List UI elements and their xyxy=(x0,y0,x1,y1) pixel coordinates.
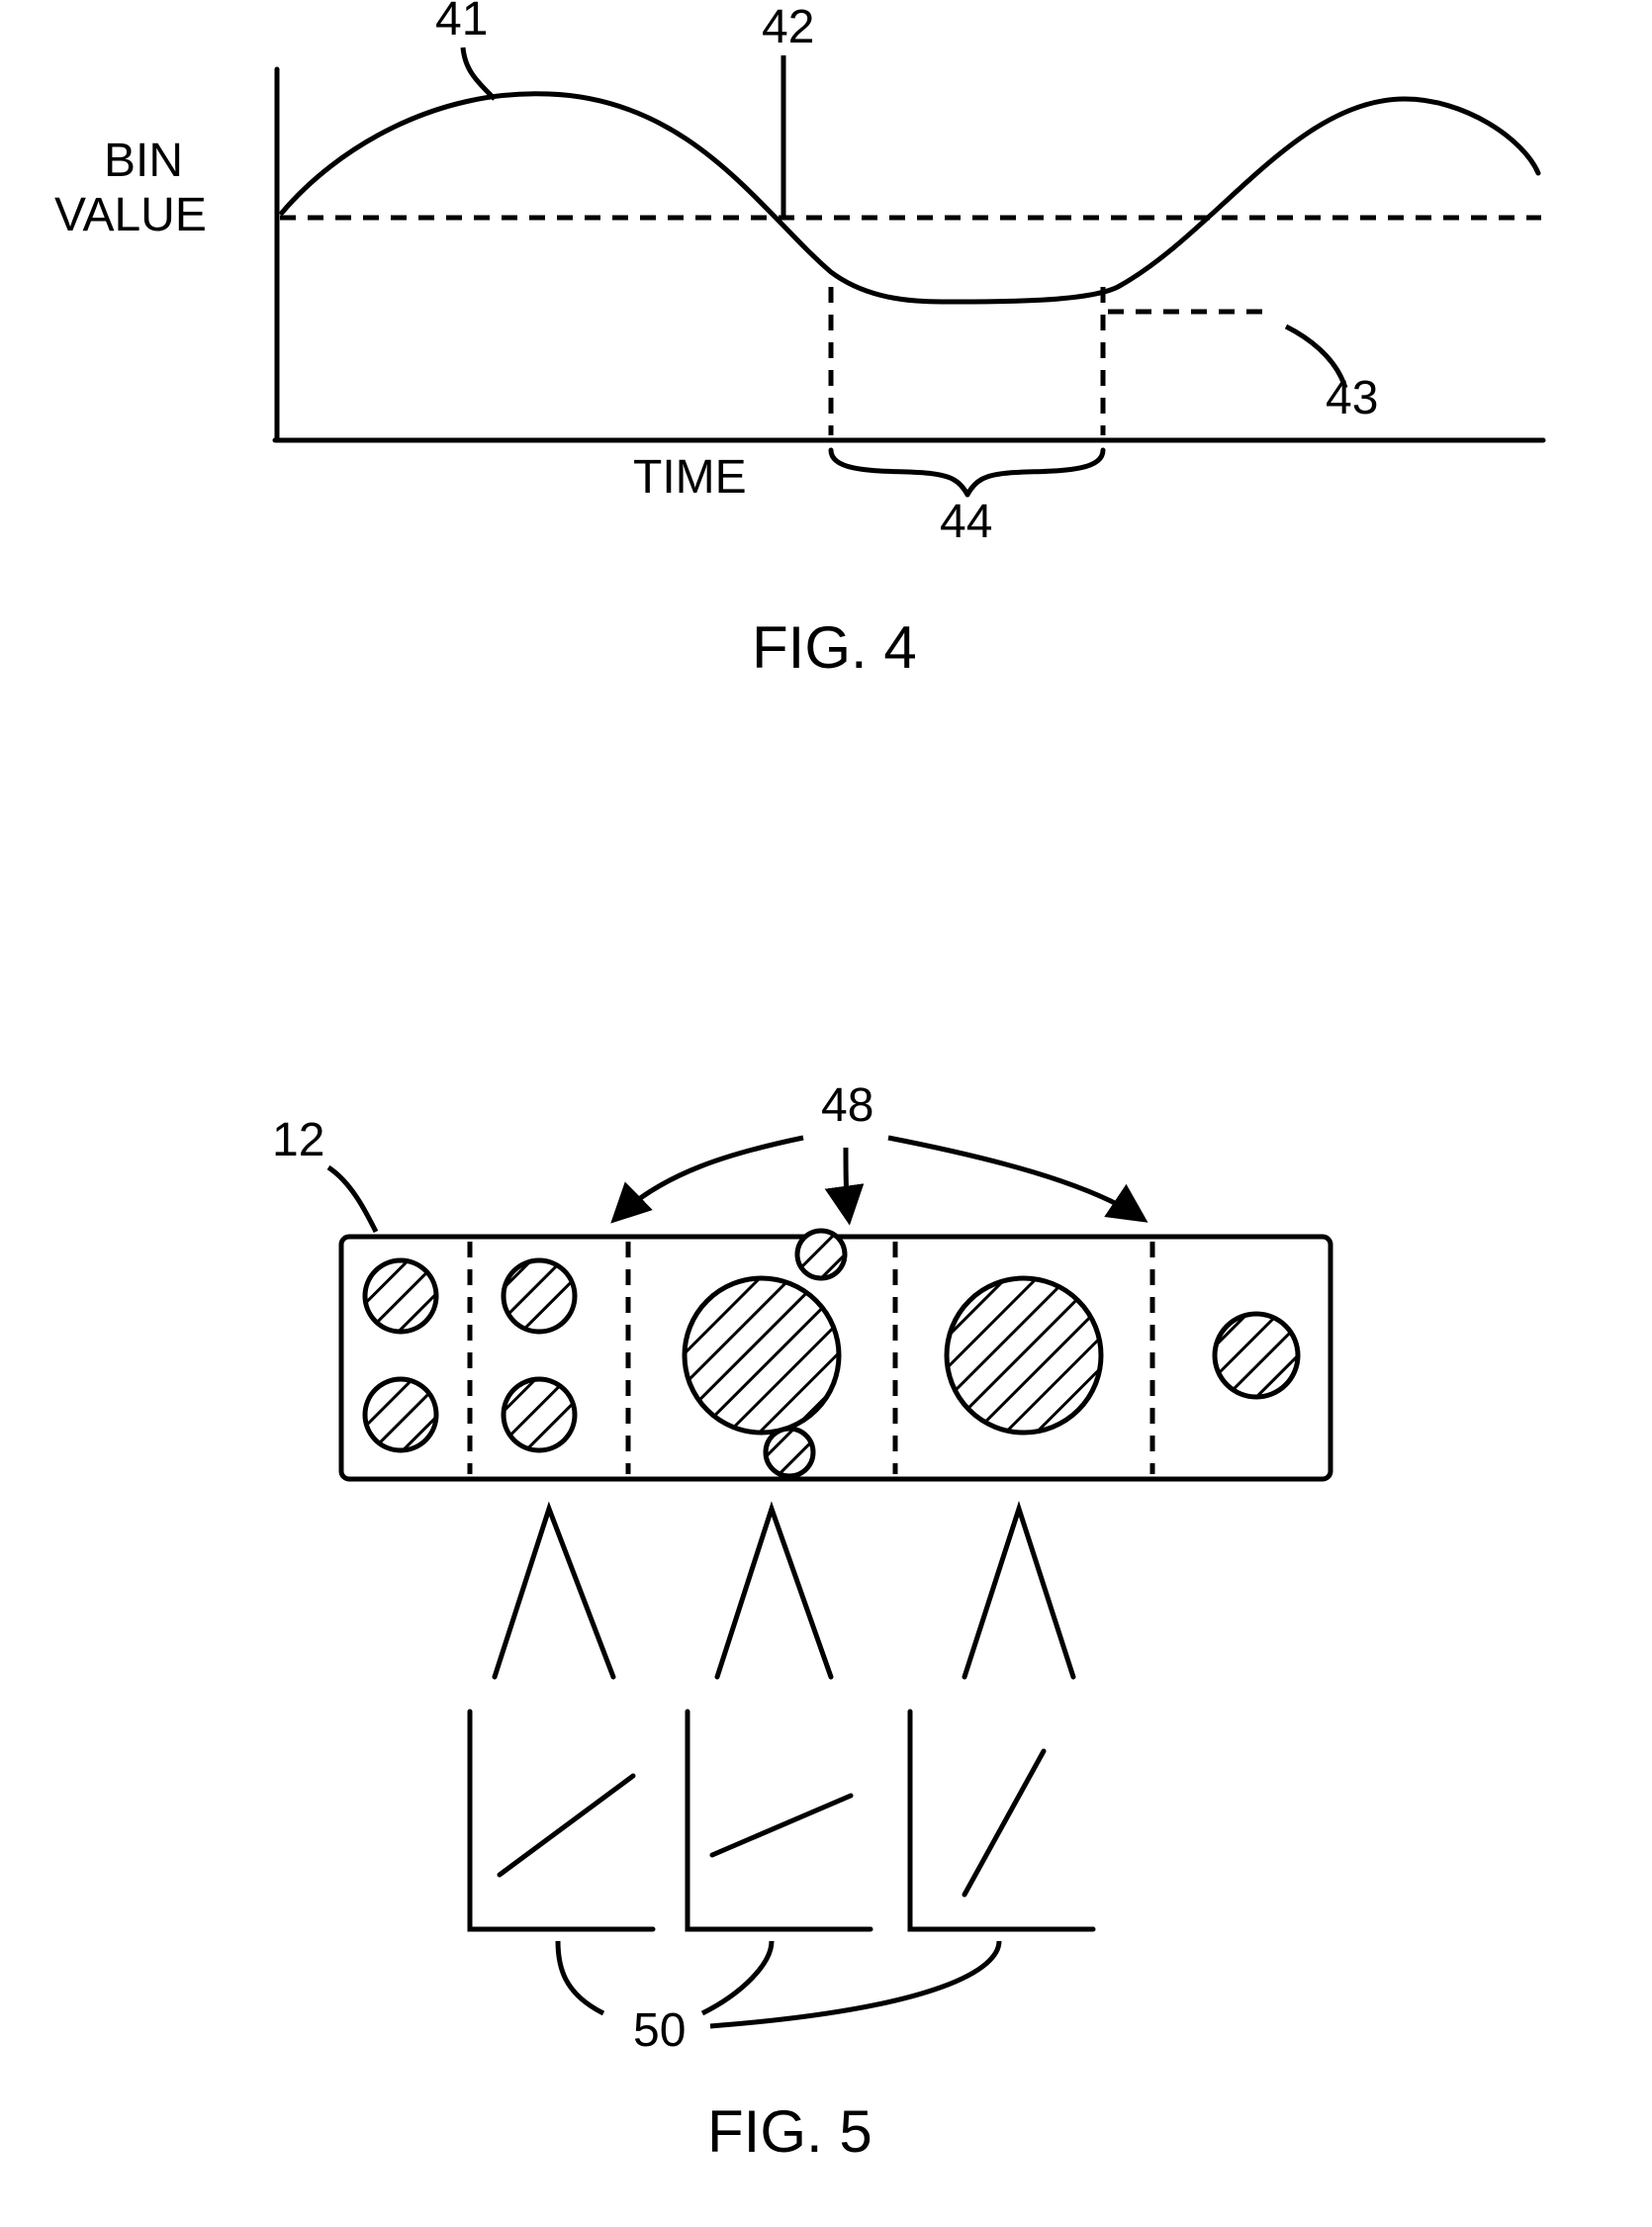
fig4-xlabel: TIME xyxy=(633,450,747,505)
fig5-lead-48 xyxy=(615,1138,1143,1219)
fig4-ref-43: 43 xyxy=(1326,371,1378,425)
fig4-curve-41 xyxy=(282,94,1538,302)
fig4-title: FIG. 4 xyxy=(752,613,917,682)
fig4-ref-41: 41 xyxy=(435,0,488,46)
fig5-title: FIG. 5 xyxy=(707,2097,872,2166)
fig5-lead-12 xyxy=(328,1167,376,1232)
fig4-ylabel-line1: BIN xyxy=(104,134,183,188)
fig5-carets xyxy=(495,1509,1073,1677)
fig5-ref-48: 48 xyxy=(821,1078,873,1133)
fig5-ref-12: 12 xyxy=(272,1113,324,1167)
fig4-ylabel-line2: VALUE xyxy=(54,188,207,242)
fig4-ref-44: 44 xyxy=(940,495,992,549)
fig4-svg xyxy=(0,0,1652,693)
fig5-small-plots xyxy=(470,1712,1093,1929)
fig4-ref-42: 42 xyxy=(762,0,814,54)
fig5-lead-50 xyxy=(558,1941,999,2026)
fig4-lead-41 xyxy=(463,47,495,99)
fig5-svg xyxy=(0,989,1652,2177)
fig4-brace-44 xyxy=(831,450,1103,495)
fig5-ref-50: 50 xyxy=(633,2003,686,2058)
